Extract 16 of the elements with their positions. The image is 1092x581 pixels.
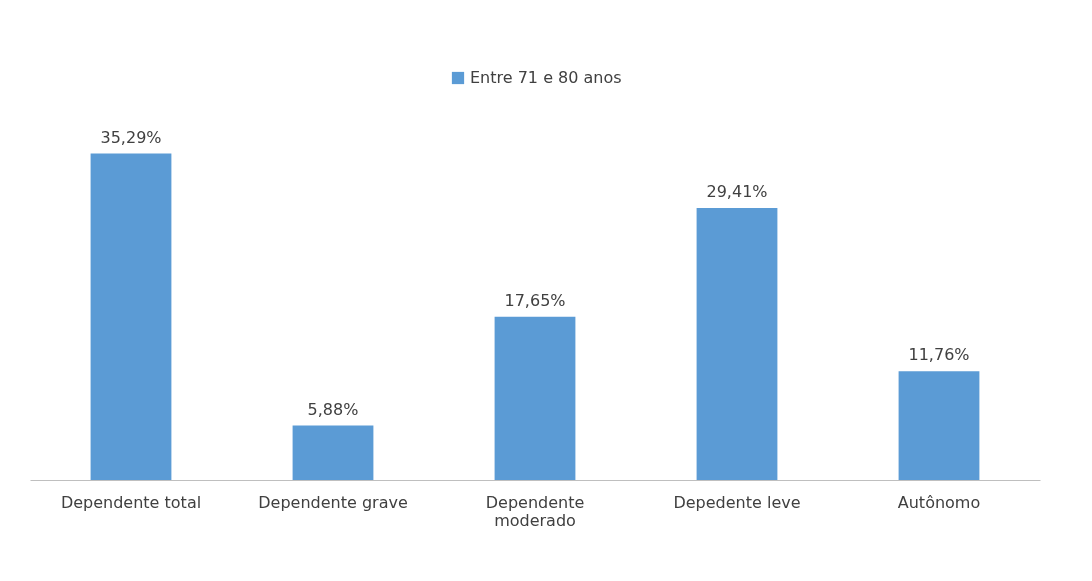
- x-tick-label: Dependente grave: [258, 492, 408, 512]
- x-tick-label: Dependente moderado: [485, 492, 585, 530]
- x-tick-label: Autônomo: [897, 492, 981, 512]
- data-label: 29,41%: [706, 181, 768, 201]
- bar: [494, 316, 576, 480]
- data-label: 17,65%: [504, 290, 566, 310]
- data-label: 11,76%: [908, 345, 970, 365]
- bar: [898, 371, 980, 480]
- data-label: 35,29%: [100, 127, 162, 147]
- data-label: 5,88%: [307, 399, 359, 419]
- bar: [292, 425, 374, 480]
- x-tick-label: Dependente total: [60, 492, 202, 512]
- x-tick-label: Depedente leve: [673, 492, 801, 512]
- legend-label: Entre 71 e 80 anos: [470, 68, 622, 87]
- bar: [696, 207, 778, 480]
- bar: [90, 153, 172, 480]
